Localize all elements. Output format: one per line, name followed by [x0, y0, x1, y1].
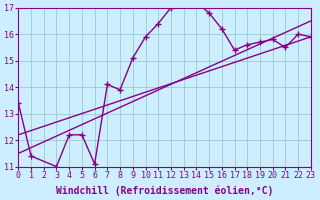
X-axis label: Windchill (Refroidissement éolien,°C): Windchill (Refroidissement éolien,°C): [56, 185, 273, 196]
